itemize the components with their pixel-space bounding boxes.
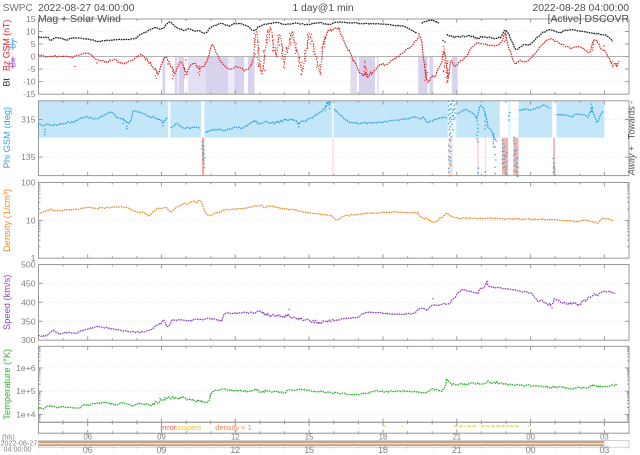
svg-text:300: 300 (21, 335, 36, 345)
svg-text:100: 100 (21, 178, 36, 188)
svg-text:1e+4: 1e+4 (16, 410, 36, 420)
svg-text:12: 12 (230, 445, 240, 455)
svg-text:10: 10 (26, 215, 36, 225)
svg-text:135: 135 (21, 152, 36, 162)
svg-text:Mag + Solar Wind: Mag + Solar Wind (38, 14, 121, 25)
svg-text:12: 12 (231, 433, 240, 442)
svg-text:00: 00 (526, 445, 536, 455)
svg-text:06: 06 (83, 433, 92, 442)
svg-text:15: 15 (305, 433, 314, 442)
svg-text:500: 500 (21, 260, 36, 270)
svg-text:5: 5 (31, 39, 36, 49)
svg-text:1: 1 (31, 253, 36, 263)
svg-text:Speed (km/s): Speed (km/s) (2, 275, 12, 330)
svg-text:15: 15 (304, 445, 314, 455)
svg-text:Away +: Away + (627, 146, 637, 176)
svg-text:[Active] DSCOVR: [Active] DSCOVR (548, 14, 630, 25)
svg-text:-10: -10 (23, 77, 36, 87)
svg-text:Temperature (°K): Temperature (°K) (2, 349, 12, 420)
svg-text:2022-08-27 04:00:00: 2022-08-27 04:00:00 (38, 3, 135, 14)
svg-text:15: 15 (26, 14, 36, 24)
svg-text:350: 350 (21, 316, 36, 326)
svg-text:06: 06 (83, 445, 93, 455)
svg-text:21: 21 (452, 445, 462, 455)
svg-text:1e+5: 1e+5 (16, 386, 36, 396)
svg-text:03: 03 (600, 433, 609, 442)
svg-text:-5: -5 (28, 64, 36, 74)
svg-text:density < 1: density < 1 (215, 423, 251, 432)
svg-text:00: 00 (526, 433, 535, 442)
svg-text:18: 18 (378, 445, 388, 455)
svg-text:2022-08-28 04:00:00: 2022-08-28 04:00:00 (533, 3, 630, 14)
svg-text:Bz GSM (nT): Bz GSM (nT) (2, 20, 12, 71)
svg-text:2022-08-27: 2022-08-27 (1, 438, 38, 447)
svg-text:suspect: suspect (175, 423, 202, 432)
svg-text:04:00:00: 04:00:00 (4, 445, 32, 454)
svg-text:1 day@1 min: 1 day@1 min (292, 3, 354, 14)
svg-text:09: 09 (157, 445, 167, 455)
svg-text:09: 09 (157, 433, 166, 442)
svg-text:0: 0 (31, 52, 36, 62)
svg-text:03: 03 (600, 445, 610, 455)
svg-text:21: 21 (452, 433, 461, 442)
svg-text:-15: -15 (23, 89, 36, 99)
svg-text:Density (1/cm³): Density (1/cm³) (2, 189, 12, 252)
svg-text:(hh): (hh) (2, 432, 15, 441)
svg-text:18: 18 (379, 433, 388, 442)
svg-text:Towards -: Towards - (627, 101, 637, 139)
svg-text:SWPC: SWPC (3, 3, 33, 14)
svg-text:Phi GSM (deg): Phi GSM (deg) (2, 107, 12, 168)
svg-text:450: 450 (21, 278, 36, 288)
svg-text:error: error (160, 423, 176, 432)
svg-text:1e+6: 1e+6 (16, 363, 36, 373)
svg-text:315: 315 (21, 115, 36, 125)
svg-text:Bt: Bt (2, 78, 12, 87)
svg-text:10: 10 (26, 27, 36, 37)
svg-text:400: 400 (21, 297, 36, 307)
